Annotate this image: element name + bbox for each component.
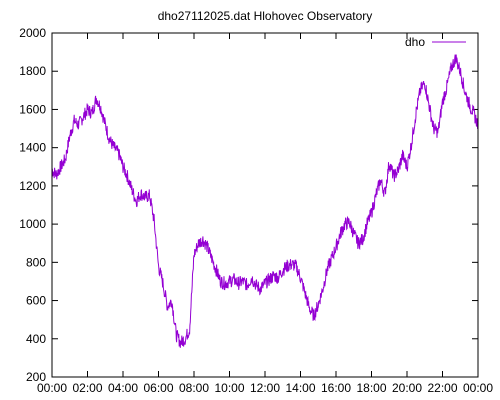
series-line-dho bbox=[51, 54, 479, 348]
legend: dho bbox=[405, 35, 466, 49]
y-tick-label: 1600 bbox=[19, 102, 46, 116]
y-tick-label: 200 bbox=[26, 370, 46, 384]
x-tick-label: 12:00 bbox=[250, 381, 280, 395]
y-tick-label: 400 bbox=[26, 332, 46, 346]
legend-label: dho bbox=[405, 35, 425, 49]
x-axis: 00:00 02:00 04:00 06:00 08:00 10:00 12:00 14:00… bbox=[37, 33, 493, 395]
y-tick-label: 1200 bbox=[19, 179, 46, 193]
y-axis: 200 400 600 800 1000 1200 1400 1600 1800 2000 bbox=[19, 26, 478, 384]
plot-frame bbox=[51, 32, 479, 378]
x-tick-label: 00:00 bbox=[37, 381, 67, 395]
x-tick-label: 02:00 bbox=[72, 381, 102, 395]
y-tick-label: 600 bbox=[26, 294, 46, 308]
y-tick-label: 2000 bbox=[19, 26, 46, 40]
x-tick-label: 04:00 bbox=[108, 381, 138, 395]
x-tick-label: 16:00 bbox=[321, 381, 351, 395]
x-tick-label: 00:00 bbox=[463, 381, 493, 395]
y-tick-label: 1400 bbox=[19, 141, 46, 155]
x-tick-label: 18:00 bbox=[356, 381, 386, 395]
y-tick-label: 1800 bbox=[19, 64, 46, 78]
x-tick-label: 22:00 bbox=[427, 381, 457, 395]
y-tick-label: 800 bbox=[26, 255, 46, 269]
x-tick-label: 06:00 bbox=[143, 381, 173, 395]
y-tick-label: 1000 bbox=[19, 217, 46, 231]
x-tick-label: 14:00 bbox=[285, 381, 315, 395]
x-tick-label: 10:00 bbox=[214, 381, 244, 395]
x-tick-label: 08:00 bbox=[179, 381, 209, 395]
x-tick-label: 20:00 bbox=[392, 381, 422, 395]
chart-title: dho27112025.dat Hlohovec Observatory bbox=[158, 9, 373, 23]
